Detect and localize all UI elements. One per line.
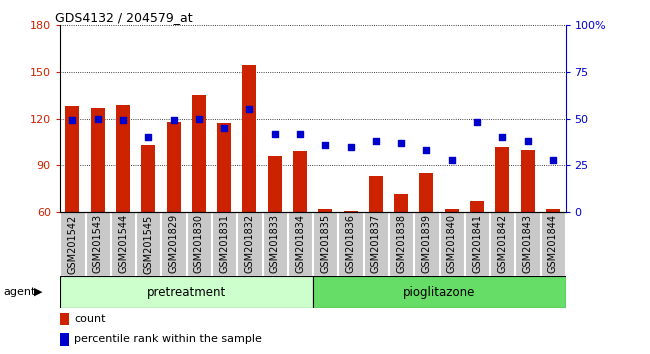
Point [118,118,128,123]
Point [472,120,482,125]
Bar [490,212,514,276]
Bar [389,212,413,276]
Text: GSM201836: GSM201836 [346,214,356,273]
Point [67,118,77,123]
Bar [293,152,307,212]
Bar [445,209,459,212]
Text: GSM201844: GSM201844 [548,214,558,273]
Point [219,125,229,131]
Bar [187,212,211,276]
Bar [60,212,84,276]
Bar [268,156,281,212]
Point [421,148,432,153]
Bar [313,276,566,308]
Text: GSM201833: GSM201833 [270,214,280,273]
Bar [470,201,484,212]
Bar [217,123,231,212]
Text: GSM201838: GSM201838 [396,214,406,273]
Bar [546,209,560,212]
Point [370,138,381,144]
Text: agent: agent [3,287,36,297]
Bar [344,211,358,212]
Text: GSM201544: GSM201544 [118,214,128,273]
Text: GSM201832: GSM201832 [244,214,254,273]
Point [396,140,406,146]
Text: GSM201834: GSM201834 [295,214,305,273]
Point [447,157,457,163]
Point [168,118,179,123]
Text: GSM201840: GSM201840 [447,214,457,273]
Text: GSM201830: GSM201830 [194,214,204,273]
Bar [237,212,261,276]
Bar [414,212,439,276]
Text: ▶: ▶ [34,287,43,297]
Text: GSM201841: GSM201841 [472,214,482,273]
Bar [515,212,540,276]
Text: GSM201831: GSM201831 [219,214,229,273]
Text: pioglitazone: pioglitazone [403,286,475,298]
Text: GSM201839: GSM201839 [421,214,432,273]
Bar [419,173,434,212]
Text: GSM201543: GSM201543 [93,214,103,273]
Text: pretreatment: pretreatment [147,286,226,298]
Bar [66,106,79,212]
Bar [91,108,105,212]
Bar [439,212,464,276]
Point [244,106,255,112]
Bar [465,212,489,276]
Point [548,157,558,163]
Point [523,138,533,144]
Bar [116,104,130,212]
Bar [288,212,312,276]
Point [345,144,356,149]
Bar [263,212,287,276]
Bar [364,212,388,276]
Point [143,135,153,140]
Point [92,116,103,121]
Text: count: count [74,314,105,324]
Point [295,131,306,136]
Text: GSM201842: GSM201842 [497,214,507,273]
Point [194,116,204,121]
Bar [495,147,509,212]
Bar [60,313,69,325]
Bar [541,212,565,276]
Bar [369,176,383,212]
Bar [313,212,337,276]
Text: GSM201545: GSM201545 [143,214,153,274]
Bar [166,122,181,212]
Point [270,131,280,136]
Bar [161,212,186,276]
Bar [394,194,408,212]
Point [320,142,330,148]
Point [497,135,508,140]
Bar [60,333,69,346]
Bar [242,65,256,212]
Bar [136,212,161,276]
Bar [60,276,313,308]
Text: GSM201835: GSM201835 [320,214,330,273]
Bar [141,145,155,212]
Bar [111,212,135,276]
Bar [212,212,237,276]
Text: GSM201843: GSM201843 [523,214,532,273]
Bar [192,95,206,212]
Bar [86,212,110,276]
Text: GSM201829: GSM201829 [168,214,179,273]
Bar [318,209,332,212]
Text: GSM201542: GSM201542 [68,214,77,274]
Text: percentile rank within the sample: percentile rank within the sample [74,334,262,344]
Text: GSM201837: GSM201837 [371,214,381,273]
Text: GDS4132 / 204579_at: GDS4132 / 204579_at [55,11,192,24]
Bar [339,212,363,276]
Bar [521,150,534,212]
